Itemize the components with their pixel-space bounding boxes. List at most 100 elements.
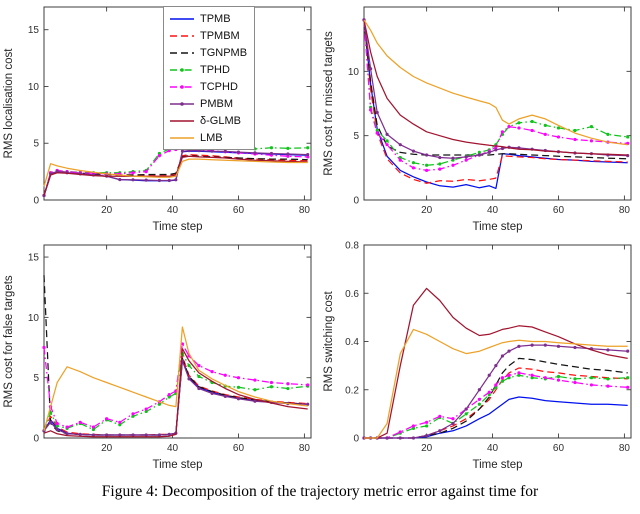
series-marker-TCPHD [573, 137, 577, 142]
series-marker-TPHD [573, 128, 577, 133]
legend-line-sample [170, 17, 194, 20]
series-marker-TCPHD [530, 128, 534, 133]
series-marker-TPHD [286, 386, 290, 391]
series-marker-TCPHD [91, 425, 96, 429]
series-marker-TCPHD [411, 166, 416, 170]
series-line-δ-GLMB [43, 348, 308, 438]
series-marker-TCPHD [286, 154, 290, 158]
series-marker-TCPHD [210, 370, 214, 374]
legend-label: TPMB [200, 12, 231, 25]
series-marker-PMBM [451, 156, 455, 160]
series-marker-TPHD [530, 119, 534, 124]
series-marker-PMBM [606, 348, 610, 352]
series-marker-PMBM [438, 155, 442, 160]
series-marker-PMBM [210, 149, 214, 153]
series-marker-PMBM [507, 349, 511, 353]
series-marker-PMBM [118, 433, 122, 437]
series-marker-TCPHD [573, 380, 577, 385]
series-marker-PMBM [253, 151, 257, 155]
subplot-rms-switching-cost: 20 40 60 80 0 0.2 0.4 0.6 0.8 Time step RMS switch… [320, 238, 640, 476]
series-line-LMB [364, 328, 628, 439]
series-marker-TPHD [269, 385, 274, 389]
series-marker-PMBM [411, 436, 416, 440]
x-tick-label: 20 [421, 443, 433, 454]
rms-false-targets-chart: 20 40 60 80 0 5 10 15 Time step RMS cost for fals… [3, 244, 312, 471]
series-marker-PMBM [556, 344, 561, 348]
series-marker-TPHD [573, 377, 577, 381]
series-marker-TCPHD [236, 376, 241, 380]
series-marker-TPHD [411, 161, 416, 165]
x-tick-label: 20 [421, 205, 433, 216]
series-marker-TPHD [589, 125, 594, 129]
series-marker-PMBM [500, 146, 505, 151]
series-line-δ-GLMB [363, 19, 628, 156]
y-tick-label: 15 [28, 25, 40, 36]
legend-line-sample [170, 34, 194, 37]
series-line-TPHD [43, 352, 308, 432]
series-marker-TCPHD [556, 378, 561, 382]
series-marker-TPHD [144, 409, 148, 414]
legend-entry-δ-GLMB: δ-GLMB [169, 112, 247, 129]
x-tick-label: 80 [299, 443, 311, 454]
series-marker-PMBM [494, 364, 498, 368]
legend-entry-TCPHD: TCPHD [169, 78, 247, 95]
y-tick-label: 15 [28, 253, 40, 264]
y-tick-label: 0 [33, 196, 39, 207]
y-tick-label: 5 [353, 131, 359, 142]
series-marker-PMBM [438, 429, 442, 433]
legend-line-sample [170, 101, 194, 106]
series-marker-TPHD [385, 139, 389, 143]
legend-line-sample [170, 67, 194, 72]
series-marker-TCPHD [517, 371, 521, 375]
legend-line-sample [170, 136, 194, 139]
series-marker-PMBM [55, 427, 59, 432]
series-line-LMB [363, 19, 628, 146]
series-marker-TCPHD [55, 421, 59, 426]
series-marker-TPHD [55, 424, 59, 428]
figure-caption: Figure 4: Decomposition of the trajector… [101, 483, 539, 500]
x-tick-label: 80 [619, 205, 631, 216]
series-marker-TCPHD [167, 392, 171, 397]
series-marker-PMBM [368, 67, 373, 71]
series-marker-PMBM [494, 148, 498, 152]
series-marker-PMBM [517, 344, 521, 348]
series-marker-TPHD [556, 126, 561, 130]
series-line-TPHD [364, 374, 628, 439]
series-marker-TCPHD [425, 168, 429, 173]
series-marker-TCPHD [197, 364, 201, 368]
series-marker-TCPHD [78, 420, 82, 424]
series-marker-TCPHD [385, 143, 389, 147]
x-axis-label: Time step [152, 459, 202, 471]
series-marker-TPHD [626, 135, 630, 139]
series-marker-PMBM [157, 178, 161, 183]
series-marker-PMBM [65, 432, 69, 436]
y-axis-label: RMS localisation cost [3, 48, 15, 159]
series-marker-TCPHD [556, 135, 561, 139]
series-marker-PMBM [451, 421, 455, 426]
series-marker-TPHD [187, 364, 191, 368]
series-marker-PMBM [306, 152, 310, 157]
series-marker-PMBM [197, 386, 201, 391]
series-marker-TPHD [131, 414, 135, 418]
x-tick-label: 60 [233, 443, 245, 454]
legend-entry-TPMBM: TPMBM [169, 27, 247, 44]
series-marker-TCPHD [451, 417, 455, 421]
x-tick-label: 40 [167, 205, 179, 216]
series-marker-TCPHD [42, 345, 46, 350]
series-marker-TCPHD [157, 154, 161, 158]
series-marker-TPHD [487, 392, 491, 397]
series-marker-TCPHD [223, 373, 227, 377]
series-marker-PMBM [187, 377, 191, 381]
series-marker-PMBM [543, 343, 547, 347]
series-marker-TCPHD [494, 383, 498, 387]
series-marker-TPHD [517, 373, 521, 377]
rms-switching-cost-chart: 20 40 60 80 0 0.2 0.4 0.6 0.8 Time step RMS switch… [323, 241, 632, 471]
series-line-TGNPMB [364, 357, 628, 439]
series-marker-TCPHD [477, 397, 481, 401]
series-marker-TPHD [167, 395, 171, 399]
y-axis-label: RMS cost for false targets [3, 275, 15, 408]
series-line-TPMBM [364, 367, 628, 439]
x-tick-label: 40 [487, 443, 499, 454]
series-marker-TCPHD [500, 376, 505, 380]
rms-localisation-cost-chart: 20 40 60 80 0 5 10 15 Time step RMS localisation … [3, 6, 312, 233]
